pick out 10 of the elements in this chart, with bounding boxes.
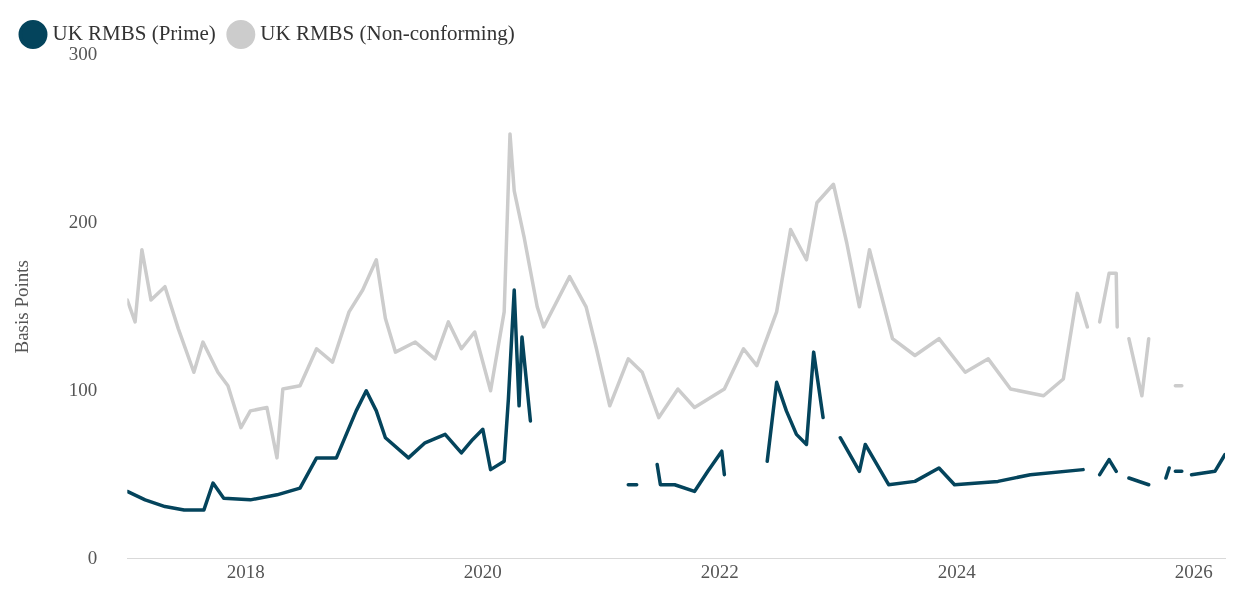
legend-label: UK RMBS (Non-conforming): [260, 21, 515, 46]
x-tick-label: 2022: [700, 560, 739, 582]
y-tick-label: 100: [68, 378, 98, 400]
x-tick-label: 2026: [1174, 560, 1213, 582]
y-tick-label: 0: [87, 546, 98, 568]
y-axis-title: Basis Points: [11, 260, 33, 354]
x-tick-label: 2018: [226, 560, 265, 582]
x-tick-label: 2024: [937, 560, 977, 582]
x-tick-label: 2020: [463, 560, 502, 582]
y-tick-label: 200: [68, 210, 98, 232]
